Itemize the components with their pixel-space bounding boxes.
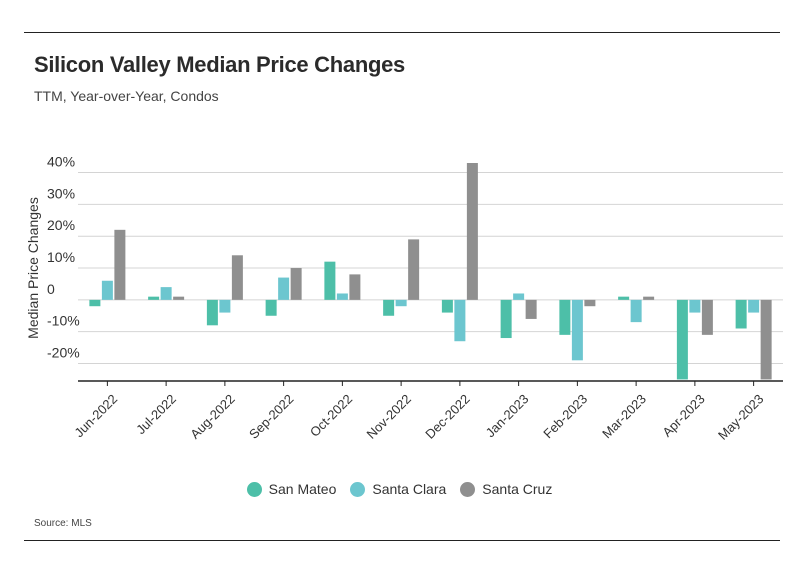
x-tick-label: Sep-2022 xyxy=(246,391,296,441)
legend-item: San Mateo xyxy=(246,481,337,497)
y-tick-label: 30% xyxy=(47,185,75,201)
bar-san-mateo xyxy=(89,299,101,307)
x-tick-label: Aug-2022 xyxy=(187,391,237,441)
bar-santa-clara xyxy=(513,293,525,300)
x-tick-label: Apr-2023 xyxy=(659,391,707,439)
x-tick-label: Jan-2023 xyxy=(483,391,532,440)
bar-santa-clara xyxy=(630,299,642,323)
x-tick-label: Nov-2022 xyxy=(364,391,414,441)
bars xyxy=(89,163,772,380)
bar-santa-cruz xyxy=(643,296,655,300)
legend-swatch xyxy=(460,481,476,497)
x-tick-label: Mar-2023 xyxy=(599,391,649,441)
legend-label: Santa Clara xyxy=(372,481,447,497)
x-tick-label: Jul-2022 xyxy=(133,391,179,437)
bar-san-mateo xyxy=(735,299,747,329)
bar-santa-cruz xyxy=(701,299,713,335)
legend: San Mateo Santa Clara Santa Cruz xyxy=(0,481,799,497)
legend-label: San Mateo xyxy=(268,481,337,497)
legend-label: Santa Cruz xyxy=(482,481,553,497)
bar-san-mateo xyxy=(206,299,218,326)
bar-santa-cruz xyxy=(231,255,243,300)
legend-item: Santa Clara xyxy=(350,481,446,497)
bottom-rule xyxy=(24,540,780,541)
bar-santa-clara xyxy=(454,299,466,342)
bar-santa-cruz xyxy=(525,299,537,319)
bar-santa-cruz xyxy=(349,274,361,300)
x-tick-label: Dec-2022 xyxy=(422,391,472,441)
y-tick-label: 0 xyxy=(47,281,55,297)
y-axis-ticks: 40% 30% 20% 10% 0 -10% -20% xyxy=(47,154,80,361)
legend-item: Santa Cruz xyxy=(460,481,552,497)
x-tick-label: Jun-2022 xyxy=(71,391,120,440)
bar-santa-cruz xyxy=(290,268,302,300)
bar-santa-cruz xyxy=(408,239,420,300)
top-rule xyxy=(24,32,780,33)
x-axis-labels: Jun-2022 Jul-2022 Aug-2022 Sep-2022 Oct-2022… xyxy=(71,391,766,442)
bar-san-mateo xyxy=(500,299,512,339)
x-tick-label: May-2023 xyxy=(715,391,766,442)
bar-santa-clara xyxy=(160,287,172,300)
bar-san-mateo xyxy=(441,299,453,313)
bar-san-mateo xyxy=(324,261,336,300)
bar-santa-clara xyxy=(571,299,583,361)
legend-swatch xyxy=(350,481,366,497)
bar-san-mateo xyxy=(148,296,160,300)
bar-santa-clara xyxy=(748,299,760,313)
bar-santa-clara xyxy=(101,280,113,300)
x-tick-label: Oct-2022 xyxy=(307,391,355,439)
bar-san-mateo xyxy=(618,296,630,300)
y-tick-label: 10% xyxy=(47,249,75,265)
x-axis xyxy=(78,380,783,386)
bar-santa-clara xyxy=(395,299,407,307)
bar-santa-clara xyxy=(336,293,348,300)
bar-santa-cruz xyxy=(760,299,772,380)
bar-santa-clara xyxy=(219,299,231,313)
y-tick-label: 40% xyxy=(47,154,75,170)
bar-santa-cruz xyxy=(114,229,126,300)
y-axis-title: Median Price Changes xyxy=(25,197,41,339)
source-note: Source: MLS xyxy=(34,518,92,529)
y-tick-label: -20% xyxy=(47,344,80,360)
bar-san-mateo xyxy=(265,299,277,316)
grid-lines xyxy=(78,172,783,364)
x-tick-label: Feb-2023 xyxy=(540,391,590,441)
bar-santa-cruz xyxy=(584,299,596,307)
y-tick-label: 20% xyxy=(47,217,75,233)
bar-san-mateo xyxy=(559,299,571,335)
chart-title: Silicon Valley Median Price Changes xyxy=(34,52,405,77)
y-tick-label: -10% xyxy=(47,313,80,329)
bar-santa-cruz xyxy=(173,296,185,300)
bar-san-mateo xyxy=(383,299,395,316)
bar-santa-clara xyxy=(278,277,290,300)
legend-swatch xyxy=(246,481,262,497)
chart-subtitle: TTM, Year-over-Year, Condos xyxy=(34,88,219,104)
bar-santa-clara xyxy=(689,299,701,313)
bar-santa-cruz xyxy=(466,163,478,300)
bar-san-mateo xyxy=(676,299,688,380)
